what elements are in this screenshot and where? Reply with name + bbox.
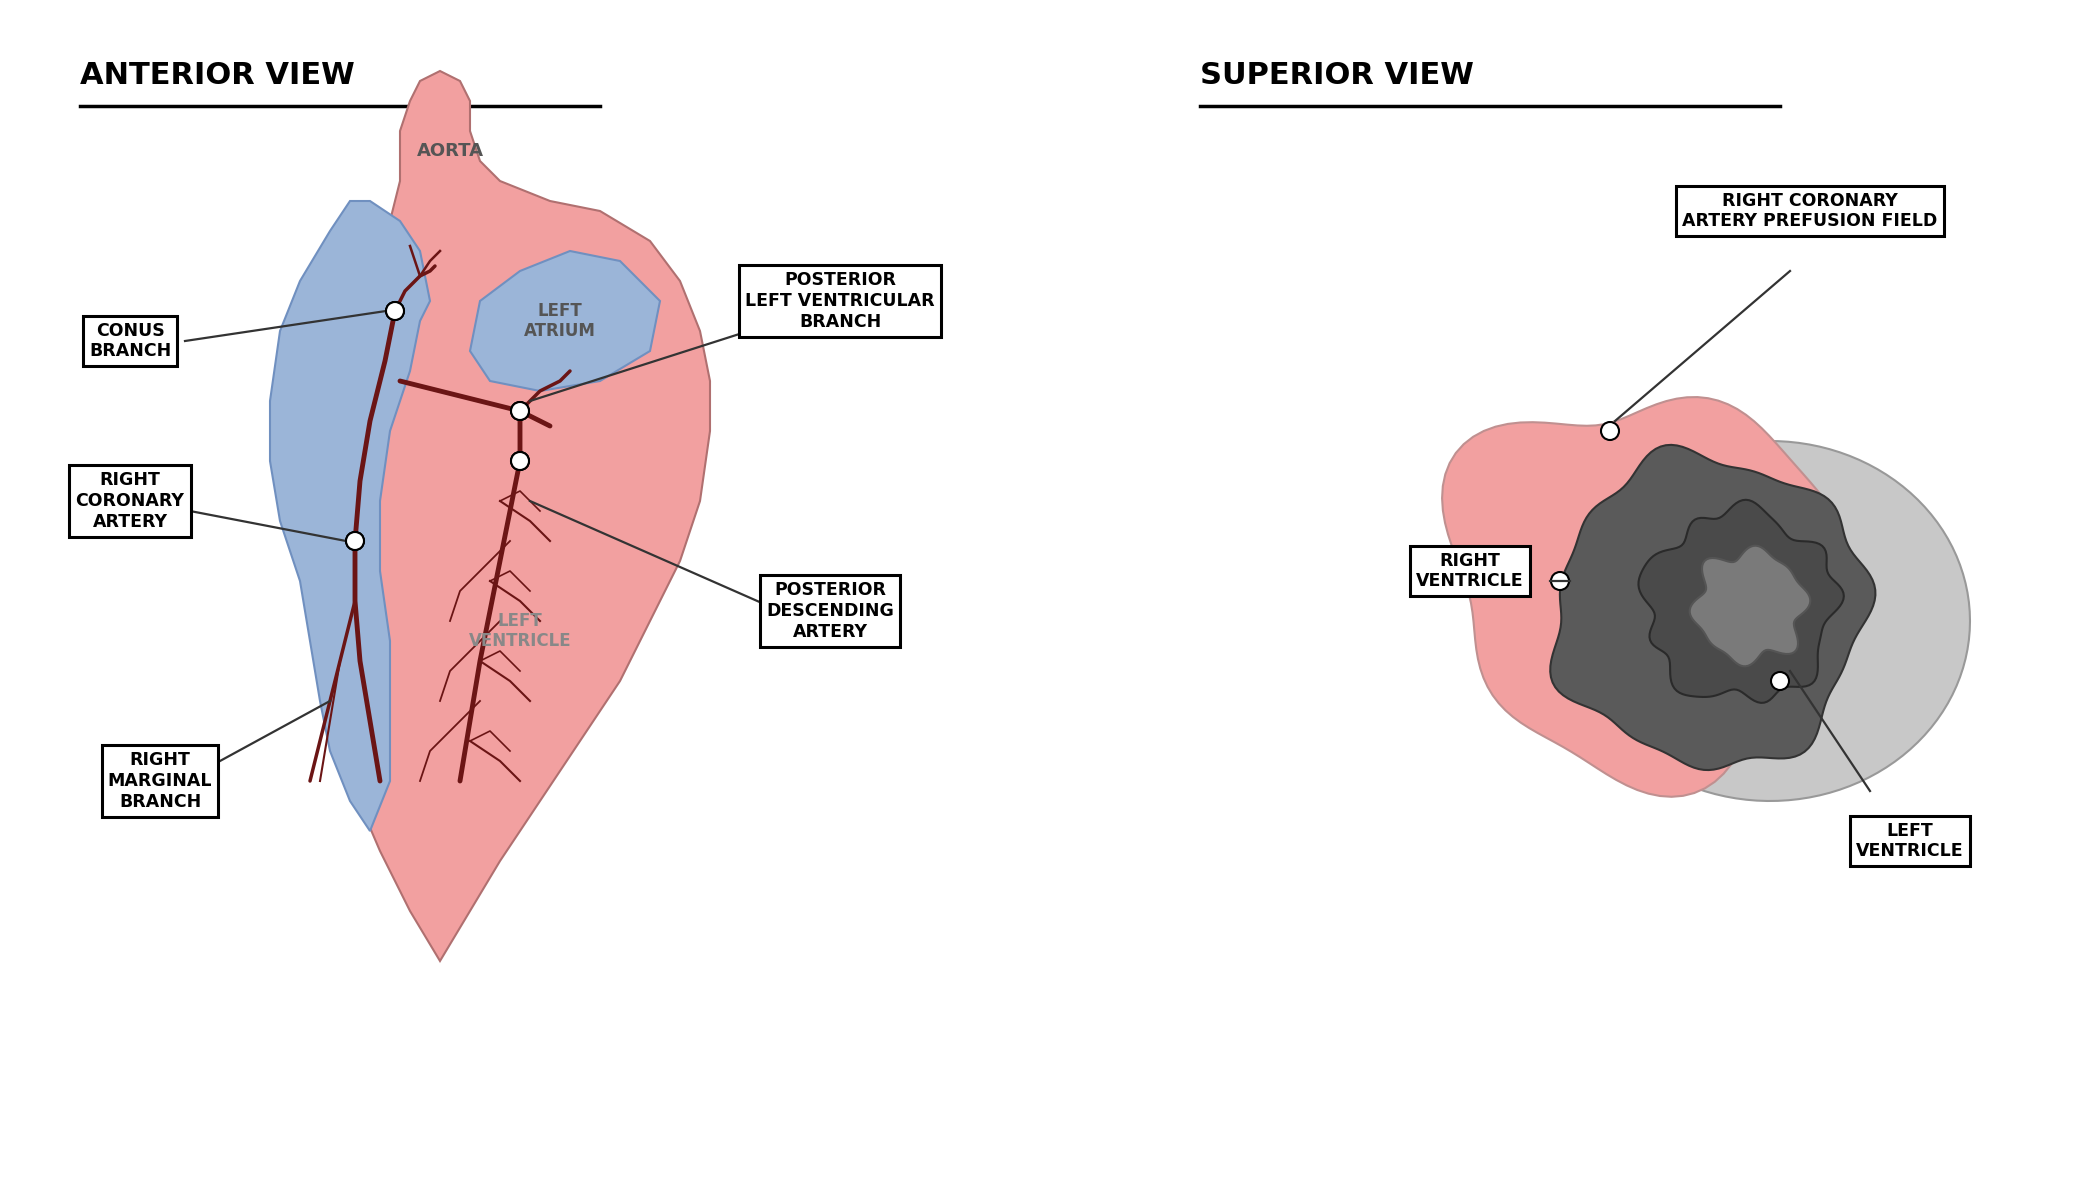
Text: LEFT
VENTRICLE: LEFT VENTRICLE xyxy=(468,612,571,651)
Text: AORTA: AORTA xyxy=(416,142,483,159)
Polygon shape xyxy=(1638,500,1844,703)
Circle shape xyxy=(386,302,403,320)
Polygon shape xyxy=(319,71,710,961)
Circle shape xyxy=(510,452,529,470)
Circle shape xyxy=(510,402,529,420)
Text: CONUS
BRANCH: CONUS BRANCH xyxy=(88,321,170,360)
Polygon shape xyxy=(1550,445,1875,770)
Text: RIGHT
VENTRICLE: RIGHT VENTRICLE xyxy=(1415,552,1525,590)
Circle shape xyxy=(510,452,529,470)
Text: RIGHT
CORONARY
ARTERY: RIGHT CORONARY ARTERY xyxy=(76,471,185,530)
Polygon shape xyxy=(271,201,430,831)
Polygon shape xyxy=(1571,441,1970,801)
Text: RIGHT CORONARY
ARTERY PREFUSION FIELD: RIGHT CORONARY ARTERY PREFUSION FIELD xyxy=(1682,191,1938,230)
Circle shape xyxy=(386,302,403,320)
Text: ANTERIOR VIEW: ANTERIOR VIEW xyxy=(80,61,355,90)
Text: POSTERIOR
DESCENDING
ARTERY: POSTERIOR DESCENDING ARTERY xyxy=(766,581,895,641)
Circle shape xyxy=(510,402,529,420)
Polygon shape xyxy=(1690,546,1810,666)
Circle shape xyxy=(1600,422,1619,441)
Polygon shape xyxy=(1443,397,1848,797)
Text: LEFT
VENTRICLE: LEFT VENTRICLE xyxy=(1856,822,1964,861)
Circle shape xyxy=(1770,672,1789,690)
Circle shape xyxy=(346,531,363,550)
Circle shape xyxy=(1552,572,1569,590)
Text: POSTERIOR
LEFT VENTRICULAR
BRANCH: POSTERIOR LEFT VENTRICULAR BRANCH xyxy=(746,272,934,331)
Text: LEFT
ATRIUM: LEFT ATRIUM xyxy=(525,301,596,340)
Circle shape xyxy=(346,531,363,550)
Text: SUPERIOR VIEW: SUPERIOR VIEW xyxy=(1199,61,1474,90)
Text: RIGHT
MARGINAL
BRANCH: RIGHT MARGINAL BRANCH xyxy=(107,751,212,811)
Polygon shape xyxy=(470,252,659,391)
